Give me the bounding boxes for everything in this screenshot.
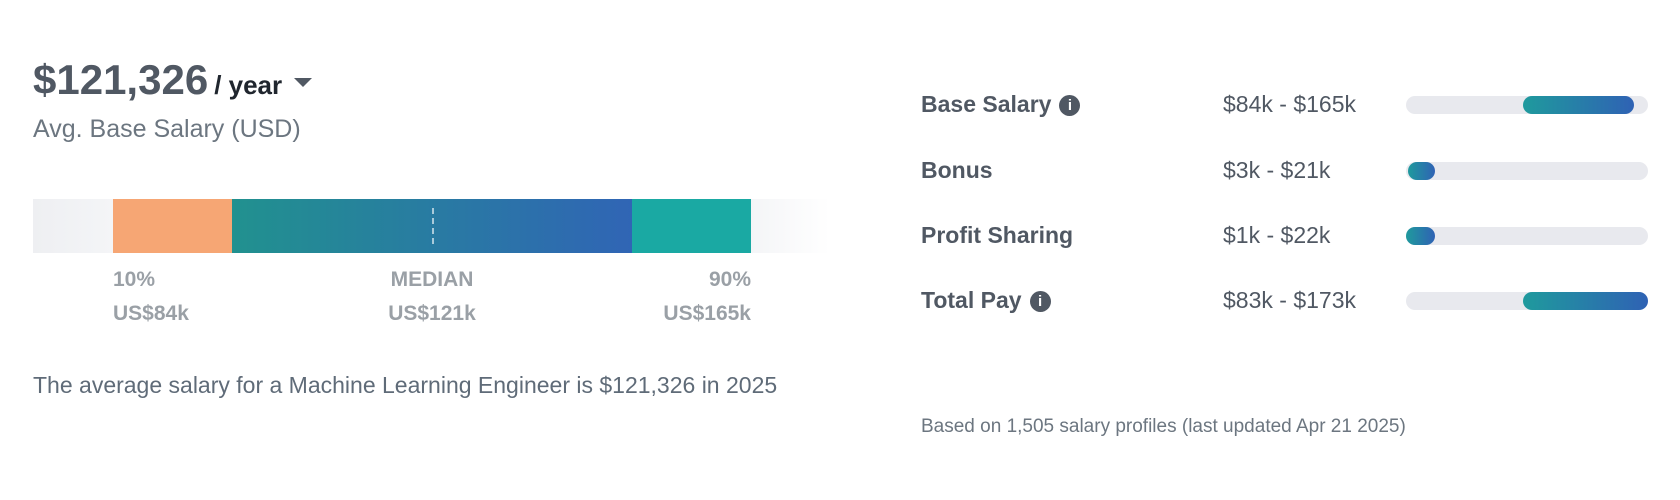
range-segment-low xyxy=(113,199,232,253)
pay-range: $3k - $21k xyxy=(1223,157,1331,183)
median-line xyxy=(432,208,434,244)
description: The average salary for a Machine Learnin… xyxy=(33,372,778,398)
salary-header: $121,326/ year xyxy=(33,56,313,104)
pay-label-text: Base Salary xyxy=(921,91,1052,117)
pay-label: Profit Sharing xyxy=(921,222,1073,249)
pay-range-fill xyxy=(1523,292,1648,310)
period-dropdown[interactable] xyxy=(294,78,313,88)
percentile-label: 90% xyxy=(708,268,751,291)
pay-range: $84k - $165k xyxy=(1223,91,1356,117)
range-segment-high xyxy=(632,199,751,253)
pay-label: Base Salary i xyxy=(921,91,1081,118)
pay-range-fill xyxy=(1523,96,1634,114)
pay-label-text: Bonus xyxy=(921,157,993,183)
percentile-label: 10% xyxy=(113,268,156,291)
pay-label-text: Profit Sharing xyxy=(921,222,1074,248)
pay-range: $83k - $173k xyxy=(1223,287,1356,313)
amount: $121,326 xyxy=(33,56,209,103)
percentile-label: MEDIAN xyxy=(390,268,474,291)
percentile-value: US$165k xyxy=(663,302,751,325)
info-icon[interactable]: i xyxy=(1029,291,1051,313)
percentile-value: US$121k xyxy=(388,302,476,325)
footer-note: Based on 1,505 salary profiles (last upd… xyxy=(921,416,1406,437)
pay-label: Bonus xyxy=(921,157,993,184)
pay-label-text: Total Pay xyxy=(921,287,1022,313)
info-icon[interactable]: i xyxy=(1059,95,1081,117)
pay-range-track xyxy=(1406,96,1648,114)
pay-range: $1k - $22k xyxy=(1223,222,1331,248)
pay-range-track xyxy=(1406,227,1648,245)
period: / year xyxy=(214,70,283,100)
pay-range-track xyxy=(1406,292,1648,310)
pay-label: Total Pay i xyxy=(921,287,1051,314)
percentile-value: US$84k xyxy=(113,302,189,325)
pay-range-track xyxy=(1406,162,1648,180)
pay-range-fill xyxy=(1406,227,1435,245)
pay-range-fill xyxy=(1408,162,1435,180)
subtitle: Avg. Base Salary (USD) xyxy=(33,115,301,143)
